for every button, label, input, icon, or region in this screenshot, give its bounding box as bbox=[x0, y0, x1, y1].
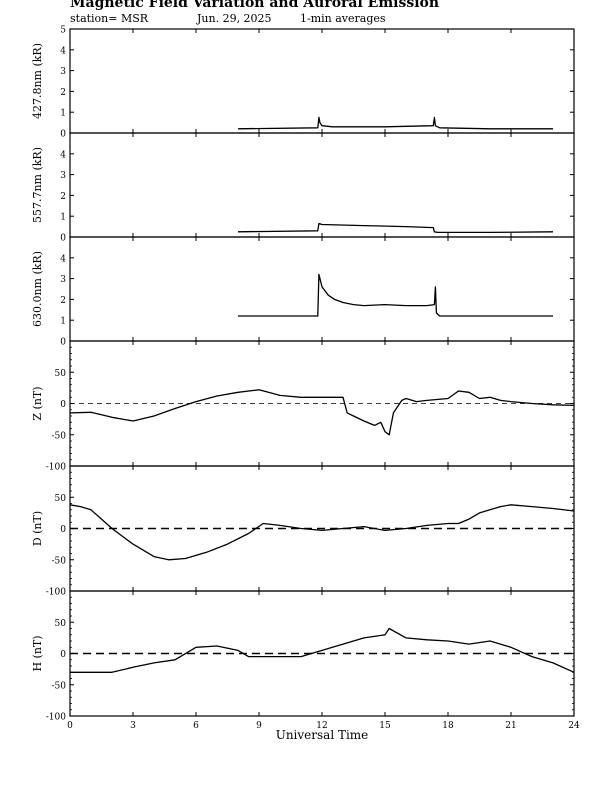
x-tick-label: 9 bbox=[256, 721, 262, 731]
y-tick-label: 0 bbox=[60, 234, 66, 244]
y-axis-label-3: 630.0nm (kR) bbox=[31, 251, 44, 327]
date-label: Jun. 29, 2025 bbox=[197, 12, 272, 25]
y-tick-label: -100 bbox=[46, 588, 66, 598]
x-tick-label: 21 bbox=[505, 721, 516, 731]
x-tick-label: 18 bbox=[442, 721, 454, 731]
panel-frame-3 bbox=[69, 236, 575, 342]
x-tick-label: 24 bbox=[568, 721, 580, 731]
panel-frame-1 bbox=[69, 28, 575, 134]
y-tick-label: 0 bbox=[60, 525, 66, 535]
y-tick-label: -50 bbox=[52, 431, 67, 441]
chart-title: Magnetic Field Variation and Auroral Emi… bbox=[70, 0, 440, 11]
x-tick-label: 12 bbox=[316, 721, 327, 731]
y-tick-label: 4 bbox=[60, 254, 66, 264]
panel-frame-2 bbox=[69, 132, 575, 238]
y-tick-label: 2 bbox=[60, 192, 66, 202]
averaging-label: 1-min averages bbox=[300, 12, 386, 25]
series-line-6-1 bbox=[70, 627, 575, 673]
x-tick-label: 15 bbox=[379, 721, 391, 731]
y-tick-label: -50 bbox=[52, 556, 67, 566]
y-tick-label: 3 bbox=[60, 275, 66, 285]
y-tick-label: 0 bbox=[60, 338, 66, 348]
y-tick-label: 4 bbox=[60, 150, 66, 160]
y-axis-label-4: Z (nT) bbox=[31, 386, 44, 420]
x-tick-label: 0 bbox=[67, 721, 73, 731]
y-tick-label: 1 bbox=[60, 213, 66, 223]
series-line-1-1 bbox=[237, 116, 553, 130]
y-axis-label-1: 427.8nm (kR) bbox=[31, 43, 44, 119]
y-tick-label: 4 bbox=[60, 46, 66, 56]
y-axis-label-6: H (nT) bbox=[31, 635, 44, 671]
series-line-4-1 bbox=[69, 389, 575, 436]
y-tick-label: 5 bbox=[60, 26, 66, 36]
y-axis-label-5: D (nT) bbox=[31, 511, 44, 546]
y-tick-label: -50 bbox=[52, 681, 67, 691]
x-tick-label: 6 bbox=[193, 721, 199, 731]
series-line-5-1 bbox=[69, 504, 575, 561]
series-line-3-1 bbox=[238, 273, 553, 317]
y-tick-label: 50 bbox=[55, 369, 67, 379]
y-tick-label: 50 bbox=[55, 619, 67, 629]
y-tick-label: -100 bbox=[46, 713, 66, 723]
station-label: station= MSR bbox=[70, 12, 149, 25]
y-tick-label: -100 bbox=[46, 463, 66, 473]
y-axis-label-2: 557.7nm (kR) bbox=[31, 147, 44, 223]
y-tick-label: 0 bbox=[60, 650, 66, 660]
y-tick-label: 1 bbox=[60, 317, 66, 327]
x-tick-label: 3 bbox=[130, 721, 136, 731]
y-tick-label: 50 bbox=[55, 494, 67, 504]
y-tick-label: 0 bbox=[60, 400, 66, 410]
y-tick-label: 3 bbox=[60, 67, 66, 77]
y-tick-label: 2 bbox=[60, 296, 66, 306]
y-tick-label: 0 bbox=[60, 130, 66, 140]
series-line-2-1 bbox=[237, 222, 554, 234]
y-tick-label: 2 bbox=[60, 88, 66, 98]
y-tick-label: 3 bbox=[60, 171, 66, 181]
x-axis-label: Universal Time bbox=[276, 728, 369, 742]
y-tick-label: 1 bbox=[60, 109, 66, 119]
